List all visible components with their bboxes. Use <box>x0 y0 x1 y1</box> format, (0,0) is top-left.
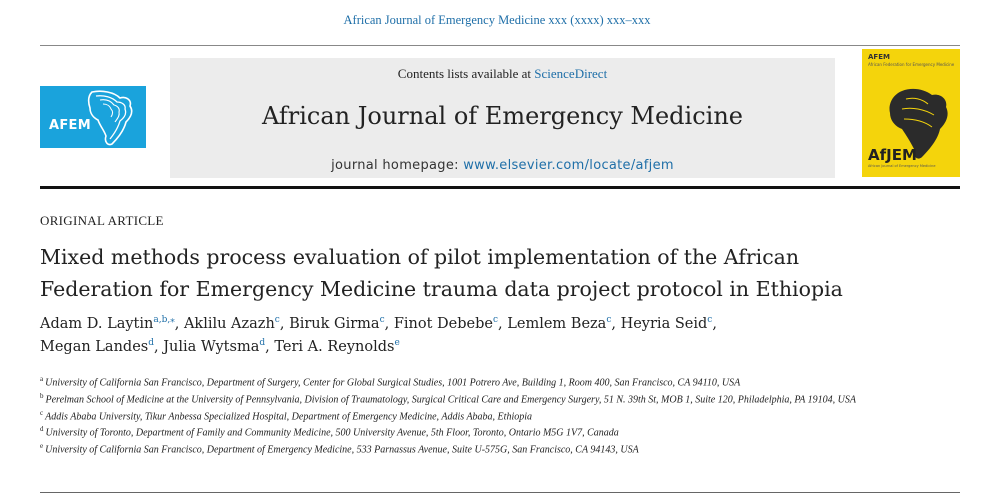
author-line-2: Megan Landesd, Julia Wytsmad, Teri A. Re… <box>40 336 940 359</box>
affiliation-label: d <box>40 425 44 434</box>
contents-line: Contents lists available at ScienceDirec… <box>170 66 835 82</box>
author-name[interactable]: Biruk Girma <box>289 316 380 332</box>
cover-subtitle: African Federation for Emergency Medicin… <box>868 62 955 67</box>
author-separator: , <box>498 316 508 332</box>
article-title: Mixed methods process evaluation of pilo… <box>40 241 940 305</box>
affiliation-label: b <box>40 391 44 400</box>
author-separator: , <box>712 316 717 332</box>
author-name[interactable]: Finot Debebe <box>393 316 493 332</box>
affiliation-text: University of California San Francisco, … <box>45 377 741 389</box>
homepage-line: journal homepage: www.elsevier.com/locat… <box>170 158 835 173</box>
masthead-divider <box>40 186 960 189</box>
sciencedirect-link[interactable]: ScienceDirect <box>534 66 608 81</box>
cover-tagline: African Journal of Emergency Medicine <box>868 164 936 168</box>
africa-map-icon <box>889 88 948 159</box>
author-affiliation-marker[interactable]: e <box>394 338 400 349</box>
author-affiliation-marker[interactable]: c <box>274 315 280 326</box>
afem-logo: AFEM <box>40 86 146 148</box>
affiliation-text: Perelman School of Medicine at the Unive… <box>45 394 856 406</box>
author-name[interactable]: Aklilu Azazh <box>183 316 275 332</box>
article-title-line-2: Federation for Emergency Medicine trauma… <box>40 277 843 301</box>
affiliation-label: c <box>40 408 44 417</box>
affiliation-list: a University of California San Francisco,… <box>40 373 900 457</box>
author-line-1: Adam D. Laytina,b,⁎, Aklilu Azazhc, Biru… <box>40 313 940 336</box>
affiliation-item: b Perelman School of Medicine at the Univ… <box>40 390 900 407</box>
author-separator: , <box>265 339 275 355</box>
author-separator: , <box>279 316 290 332</box>
affiliation-text: University of California San Francisco, … <box>45 444 639 456</box>
author-name[interactable]: Adam D. Laytin <box>40 316 154 332</box>
author-affiliation-marker[interactable]: d <box>259 338 266 349</box>
journal-cover[interactable]: AFEM African Federation for Emergency Me… <box>862 49 960 177</box>
author-name[interactable]: Lemlem Beza <box>507 316 607 332</box>
author-name[interactable]: Julia Wytsma <box>163 339 260 355</box>
running-header[interactable]: African Journal of Emergency Medicine xx… <box>343 13 651 27</box>
cover-abbreviation: AfJEM <box>868 146 917 164</box>
author-list: Adam D. Laytina,b,⁎, Aklilu Azazhc, Biru… <box>40 313 940 359</box>
article-title-line-1: Mixed methods process evaluation of pilo… <box>40 245 800 269</box>
affiliation-item: e University of California San Francisco,… <box>40 440 900 457</box>
author-affiliation-marker[interactable]: c <box>606 315 612 326</box>
homepage-prefix: journal homepage: <box>331 158 464 173</box>
author-name[interactable]: Heyria Seid <box>620 316 708 332</box>
author-name[interactable]: Teri A. Reynolds <box>274 339 395 355</box>
affiliation-item: c Addis Ababa University, Tikur Anbessa S… <box>40 407 900 424</box>
author-affiliation-marker[interactable]: c <box>379 315 385 326</box>
author-separator: , <box>174 316 184 332</box>
contents-prefix: Contents lists available at <box>397 66 535 81</box>
affiliation-text: Addis Ababa University, Tikur Anbessa Sp… <box>45 410 532 422</box>
africa-swirl-icon <box>87 90 133 146</box>
journal-homepage-link[interactable]: www.elsevier.com/locate/afjem <box>463 158 674 173</box>
affiliation-item: a University of California San Francisco,… <box>40 373 900 390</box>
author-name[interactable]: Megan Landes <box>40 339 149 355</box>
top-divider <box>40 45 960 46</box>
author-affiliation-marker[interactable]: d <box>148 338 154 349</box>
journal-title: African Journal of Emergency Medicine <box>261 102 743 130</box>
journal-masthead: Contents lists available at ScienceDirec… <box>170 58 835 178</box>
article-type: ORIGINAL ARTICLE <box>40 213 164 228</box>
affiliation-item: d University of Toronto, Department of Fa… <box>40 423 900 440</box>
author-separator: , <box>611 316 621 332</box>
cover-afem-label: AFEM <box>868 53 890 61</box>
affiliation-text: University of Toronto, Department of Fam… <box>45 427 619 439</box>
affiliation-label: a <box>40 375 44 383</box>
author-separator: , <box>384 316 394 332</box>
author-separator: , <box>154 339 164 355</box>
author-affiliation-marker[interactable]: a,b,⁎ <box>153 315 175 326</box>
author-affiliation-marker[interactable]: c <box>492 315 499 326</box>
bottom-divider <box>40 492 960 493</box>
afem-logo-text: AFEM <box>49 118 91 133</box>
affiliation-label: e <box>40 442 44 451</box>
author-affiliation-marker[interactable]: c <box>707 315 713 326</box>
